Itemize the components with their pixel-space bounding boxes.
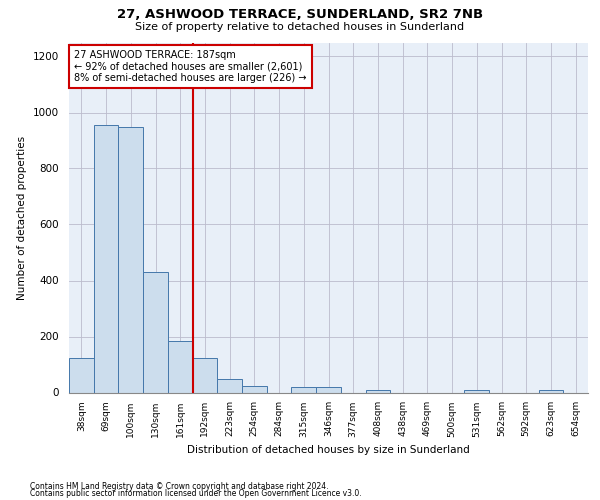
Bar — [118, 127, 143, 392]
Text: 27, ASHWOOD TERRACE, SUNDERLAND, SR2 7NB: 27, ASHWOOD TERRACE, SUNDERLAND, SR2 7NB — [117, 8, 483, 20]
Bar — [316, 388, 341, 392]
Bar — [94, 125, 118, 392]
Bar — [168, 340, 193, 392]
Text: Size of property relative to detached houses in Sunderland: Size of property relative to detached ho… — [136, 22, 464, 32]
Bar — [193, 358, 217, 392]
Bar — [217, 379, 242, 392]
Text: Contains public sector information licensed under the Open Government Licence v3: Contains public sector information licen… — [30, 490, 362, 498]
Bar — [365, 390, 390, 392]
Y-axis label: Number of detached properties: Number of detached properties — [17, 136, 28, 300]
Text: 27 ASHWOOD TERRACE: 187sqm
← 92% of detached houses are smaller (2,601)
8% of se: 27 ASHWOOD TERRACE: 187sqm ← 92% of deta… — [74, 50, 307, 82]
Bar — [69, 358, 94, 392]
X-axis label: Distribution of detached houses by size in Sunderland: Distribution of detached houses by size … — [187, 445, 470, 455]
Bar — [143, 272, 168, 392]
Text: Contains HM Land Registry data © Crown copyright and database right 2024.: Contains HM Land Registry data © Crown c… — [30, 482, 329, 491]
Bar — [539, 390, 563, 392]
Bar — [464, 390, 489, 392]
Bar — [292, 388, 316, 392]
Bar — [242, 386, 267, 392]
